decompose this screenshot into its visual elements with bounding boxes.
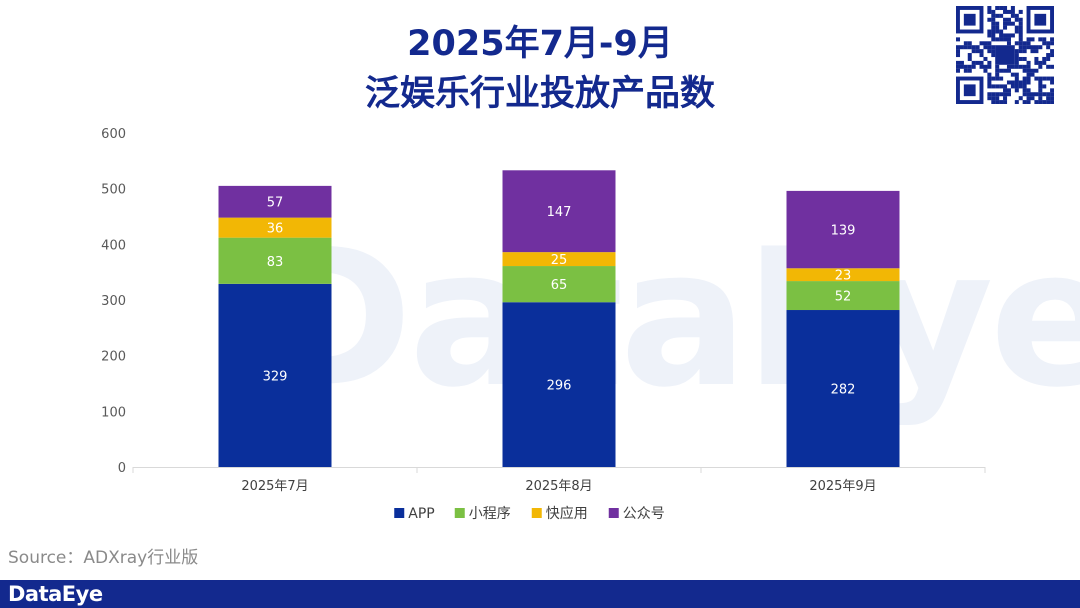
data-label: 329: [263, 369, 288, 384]
footer-logo: DataEye: [8, 582, 103, 606]
legend-swatch: [394, 508, 405, 518]
data-label: 65: [551, 278, 568, 293]
y-tick-label: 400: [101, 238, 126, 253]
data-label: 36: [267, 222, 284, 237]
data-label: 57: [267, 196, 284, 211]
legend-swatch: [454, 508, 465, 518]
chart-title-line1: 2025年7月-9月: [407, 24, 673, 64]
bar-segment: [502, 302, 616, 467]
data-label: 23: [835, 269, 852, 284]
bar-segment: [786, 310, 900, 467]
stacked-bar-chart: 0 100 200 300 400 500 600 329 83 36 57 296 65 25 147 2…: [101, 127, 986, 522]
y-tick-label: 300: [101, 294, 126, 309]
x-tick-label: 2025年8月: [525, 479, 592, 494]
bar-segment: [218, 217, 332, 238]
legend-label: 快应用: [546, 505, 588, 522]
bar-segment: [502, 266, 616, 303]
x-axis: 2025年7月 2025年8月 2025年9月: [132, 467, 986, 494]
legend-swatch: [608, 508, 619, 518]
bar-segment: [218, 237, 332, 284]
x-tick-label: 2025年9月: [809, 479, 876, 494]
bars: 329 83 36 57 296 65 25 147 282 52 23 139: [218, 170, 900, 467]
source-note: Source：ADXray行业版: [8, 548, 199, 568]
data-label: 25: [551, 253, 568, 268]
y-tick-label: 200: [101, 350, 126, 365]
watermark: DataEye: [255, 208, 1080, 429]
legend-label: APP: [408, 506, 434, 522]
legend-label: 小程序: [469, 506, 511, 522]
qr-code-icon[interactable]: [956, 6, 1054, 104]
legend-swatch: [531, 508, 542, 518]
data-label: 139: [831, 224, 856, 239]
bar-segment: [786, 281, 900, 311]
bar-segment: [218, 283, 332, 467]
data-label: 296: [547, 379, 572, 394]
bar-segment: [218, 185, 332, 218]
data-label: 83: [267, 255, 284, 270]
chart-title-line2: 泛娱乐行业投放产品数: [364, 74, 715, 114]
bar-segment: [786, 190, 900, 269]
bar-segment: [502, 170, 616, 253]
legend: APP 小程序 快应用 公众号: [394, 505, 665, 522]
data-label: 52: [835, 290, 852, 305]
y-tick-label: 600: [101, 127, 126, 142]
y-tick-label: 500: [101, 183, 126, 198]
x-tick-label: 2025年7月: [241, 479, 308, 494]
bar-segment: [502, 252, 616, 267]
data-label: 282: [831, 383, 856, 398]
bar-segment: [786, 268, 900, 282]
data-label: 147: [547, 205, 572, 220]
y-tick-label: 100: [101, 405, 126, 420]
y-tick-label: 0: [118, 461, 126, 476]
footer-bar: DataEye: [0, 580, 1080, 608]
y-axis: 0 100 200 300 400 500 600: [101, 127, 126, 476]
legend-label: 公众号: [623, 506, 665, 522]
